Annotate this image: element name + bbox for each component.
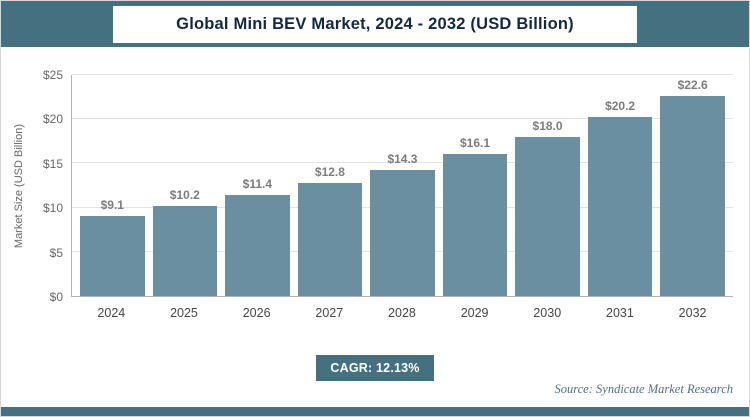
y-axis-label: Market Size (USD Billion): [13, 123, 25, 249]
bar-group: $16.1: [442, 75, 508, 296]
bar: [80, 215, 145, 296]
x-tick-label: 2025: [170, 306, 198, 320]
bar: [297, 182, 363, 296]
bar: [370, 169, 435, 296]
bar: [587, 117, 653, 296]
bar-group: $9.1: [80, 75, 145, 296]
y-tick-label: $10: [42, 201, 63, 216]
bar-group: $20.2: [587, 75, 653, 296]
gridline: [72, 118, 733, 120]
chart-section: Market Size (USD Billion) $0 $5 $10 $15 $20 $…: [1, 47, 749, 329]
bar-value-label: $12.8: [314, 164, 345, 179]
y-tick-label: $15: [42, 156, 63, 171]
y-tick-label: $25: [42, 68, 63, 82]
bar-group: $10.2: [152, 75, 218, 296]
chart-row: Market Size (USD Billion) $0 $5 $10 $15 $20 $…: [9, 68, 733, 304]
bar: [515, 136, 580, 296]
bar-value-label: $9.1: [100, 197, 124, 212]
bar-value-label: $20.2: [605, 99, 636, 114]
y-tick-label: $20: [42, 112, 63, 127]
bottom-accent-strip: [1, 407, 749, 416]
y-tick-label: $5: [49, 245, 63, 260]
cagr-badge: CAGR: 12.13%: [316, 355, 434, 381]
plot-area: $9.1 $10.2 $11.4 $12.8 $14.3 $16.1 $18.0 $20.2 $…: [71, 74, 733, 297]
y-axis-ticks: $0 $5 $10 $15 $20 $25: [29, 68, 71, 304]
bars-container: $9.1 $10.2 $11.4 $12.8 $14.3 $16.1 $18.0 $20.2 $…: [72, 75, 733, 296]
x-axis-row: 2024 2025 2026 2027 2028 2029 2030 2031 2032: [9, 297, 733, 329]
bar-group: $18.0: [515, 75, 580, 296]
bar: [442, 153, 508, 296]
bar-group: $14.3: [370, 75, 435, 296]
chart-title: Global Mini BEV Market, 2024 - 2032 (USD…: [176, 15, 574, 33]
x-axis-labels: 2024 2025 2026 2027 2028 2029 2030 2031 2032: [71, 297, 733, 329]
bar-group: $22.6: [660, 75, 725, 296]
footer: CAGR: 12.13% Source: Syndicate Market Re…: [1, 329, 749, 407]
x-tick-label: 2031: [606, 306, 634, 320]
bar-value-label: $18.0: [532, 118, 563, 133]
gridline: [72, 162, 733, 164]
x-tick-label: 2030: [533, 306, 562, 320]
x-tick-label: 2032: [678, 306, 707, 320]
bar-value-label: $16.1: [459, 135, 491, 150]
bar: [225, 195, 290, 296]
bar-value-label: $22.6: [677, 78, 708, 93]
title-box: Global Mini BEV Market, 2024 - 2032 (USD…: [113, 6, 637, 43]
gridline: [72, 74, 733, 75]
bar: [660, 96, 725, 296]
y-tick-label: $0: [49, 290, 63, 304]
bar: [152, 205, 218, 296]
bar-value-label: $10.2: [169, 187, 200, 202]
x-tick-label: 2029: [460, 306, 489, 320]
x-tick-label: 2024: [97, 306, 126, 320]
bar-group: $11.4: [225, 75, 290, 296]
source-text: Source: Syndicate Market Research: [554, 382, 733, 396]
x-tick-label: 2028: [388, 306, 416, 320]
bar-value-label: $11.4: [242, 177, 273, 192]
x-tick-label: 2027: [315, 306, 344, 320]
bar-value-label: $14.3: [387, 151, 418, 166]
y-axis-label-column: Market Size (USD Billion): [9, 75, 29, 297]
header-band: Global Mini BEV Market, 2024 - 2032 (USD…: [1, 1, 749, 47]
x-tick-label: 2026: [242, 306, 271, 320]
bar-group: $12.8: [297, 75, 363, 296]
